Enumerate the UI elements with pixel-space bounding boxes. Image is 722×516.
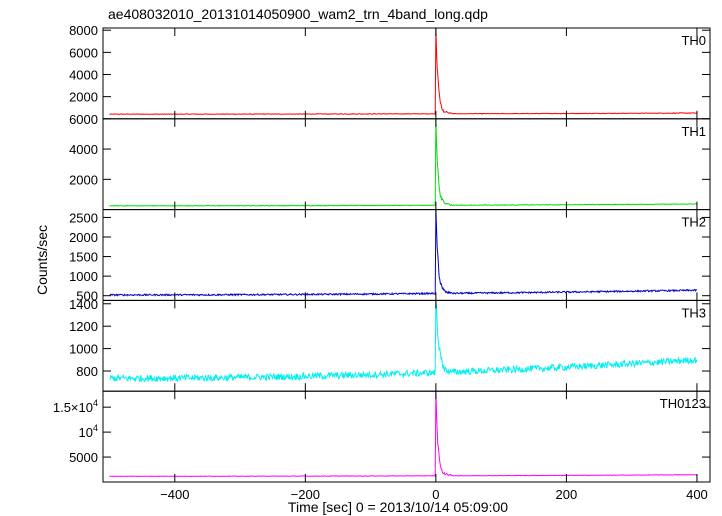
panel-label: TH2 bbox=[681, 215, 706, 230]
y-tick-label: 4000 bbox=[69, 142, 98, 157]
x-tick-label: −400 bbox=[160, 487, 189, 502]
panel-label: TH3 bbox=[681, 305, 706, 320]
y-axis-label: Counts/sec bbox=[34, 225, 50, 295]
series-line-th1 bbox=[109, 118, 698, 207]
x-tick-label: 0 bbox=[432, 487, 439, 502]
chart-title: ae408032010_20131014050900_wam2_trn_4ban… bbox=[108, 6, 488, 22]
y-tick-label: 1500 bbox=[69, 250, 98, 265]
panel-th1: 2000 4000 6000 TH1 bbox=[69, 112, 711, 211]
y-tick-label: 1000 bbox=[69, 342, 98, 357]
panel-label: TH0123 bbox=[660, 396, 706, 411]
y-tick-label: 5000 bbox=[69, 450, 98, 465]
y-tick-label: 6000 bbox=[69, 45, 98, 60]
y-tick-label: 104 bbox=[79, 423, 98, 440]
y-tick-label: 2000 bbox=[69, 90, 98, 105]
y-tick-label: 800 bbox=[76, 364, 98, 379]
panel-frame bbox=[102, 27, 711, 120]
y-tick-label: 8000 bbox=[69, 23, 98, 38]
x-tick-label: 400 bbox=[686, 487, 708, 502]
y-tick-label: 4000 bbox=[69, 68, 98, 83]
panel-th0123: 5000 104 1.5×104 TH0123 bbox=[53, 390, 711, 483]
y-tick-label: 1.5×104 bbox=[53, 398, 98, 415]
y-tick-label: 500 bbox=[76, 289, 98, 304]
y-tick-label: 6000 bbox=[69, 112, 98, 127]
x-tick-label: −200 bbox=[291, 487, 320, 502]
panel-frame bbox=[102, 390, 711, 483]
panel-label: TH0 bbox=[681, 33, 706, 48]
panel-frame bbox=[102, 209, 711, 301]
series-line-th3 bbox=[109, 300, 698, 383]
x-tick-label: 200 bbox=[556, 487, 578, 502]
series-line-th2 bbox=[109, 209, 697, 297]
panel-frame bbox=[102, 299, 711, 392]
y-tick-label: 1400 bbox=[69, 297, 98, 312]
panel-label: TH1 bbox=[681, 124, 706, 139]
panel-th0: 2000 4000 6000 8000 TH0 bbox=[69, 23, 711, 120]
series-line-th0 bbox=[109, 27, 697, 116]
y-tick-label: 2000 bbox=[69, 230, 98, 245]
y-tick-label: 2000 bbox=[69, 172, 98, 187]
panel-th3: 800 1000 1200 1400 TH3 bbox=[69, 297, 711, 392]
y-tick-label: 1200 bbox=[69, 319, 98, 334]
panel-th2: 500 1000 1500 2000 2500 TH2 bbox=[69, 209, 711, 304]
y-tick-label: 2500 bbox=[69, 210, 98, 225]
y-tick-label: 1000 bbox=[69, 269, 98, 284]
panel-frame bbox=[102, 118, 711, 211]
series-line-th0123 bbox=[109, 391, 698, 478]
x-axis-label: Time [sec] 0 = 2013/10/14 05:09:00 bbox=[288, 499, 508, 515]
panels: 2000400060008000TH0200040006000TH1500100… bbox=[53, 23, 711, 502]
